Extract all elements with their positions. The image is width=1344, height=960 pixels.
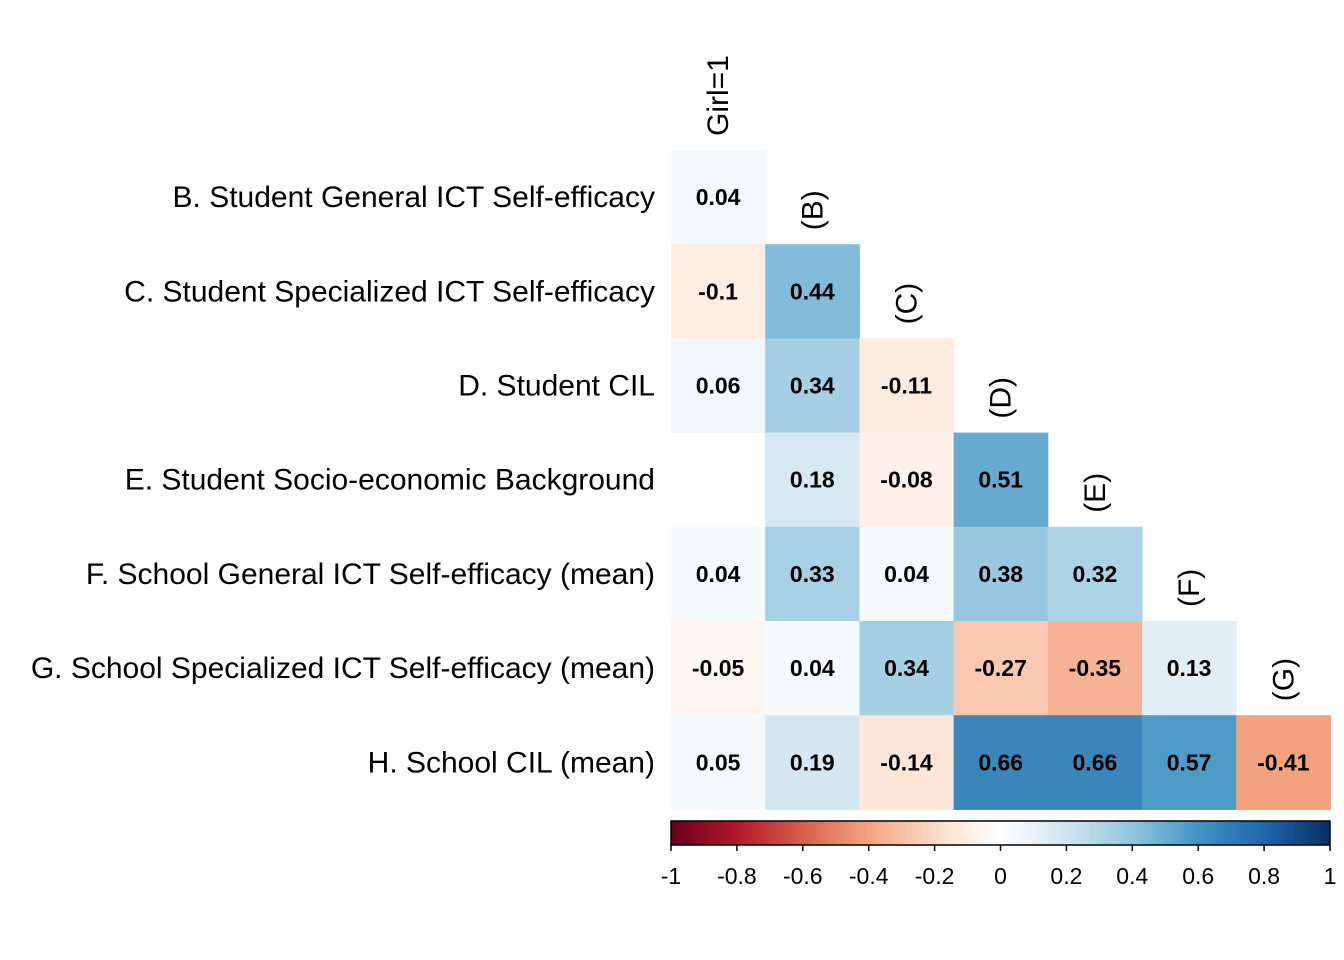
heatmap-cell: [671, 715, 766, 810]
heatmap-cell: [1047, 526, 1143, 622]
column-label: (D): [985, 377, 1018, 419]
row-label: H. School CIL (mean): [368, 746, 655, 779]
cell-value-label: 0.13: [1167, 655, 1212, 681]
row-labels: B. Student General ICT Self-efficacy C. S…: [31, 181, 655, 779]
cell-value-label: 0.34: [884, 655, 929, 681]
column-label: (F): [1173, 569, 1206, 607]
cell-value-label: -0.1: [698, 278, 738, 304]
cell-value-label: 0.06: [696, 373, 741, 399]
heatmap-cell: [859, 526, 955, 622]
cell-value-label: 0.66: [978, 749, 1023, 775]
row-label: F. School General ICT Self-efficacy (mea…: [86, 558, 655, 591]
cell-value-label: 0.32: [1073, 561, 1118, 587]
heatmap-cell: [671, 338, 766, 434]
heatmap-cell: [671, 621, 766, 716]
colorbar-tick-label: -0.4: [849, 863, 889, 889]
cell-value-label: 0.38: [978, 561, 1023, 587]
column-label: (B): [796, 190, 829, 230]
cell-value-label: 0.04: [696, 561, 741, 587]
cell-value-label: 0.04: [696, 184, 741, 210]
row-label: B. Student General ICT Self-efficacy: [173, 181, 655, 214]
heatmap-cell: [765, 432, 860, 528]
cell-value-labels: 0.04 -0.1 0.44 0.06 0.34 -0.11 0.18 -0.08 0.51 0.…: [692, 184, 1310, 775]
heatmap-cell: [1142, 715, 1237, 810]
heatmap-cell: [859, 715, 955, 810]
cell-value-label: 0.51: [978, 467, 1023, 493]
heatmap-cell: [765, 244, 860, 339]
colorbar-tick-label: 0: [994, 863, 1007, 889]
cell-value-label: 0.18: [790, 467, 835, 493]
heatmap-cell: [859, 338, 955, 434]
cell-value-label: -0.35: [1069, 655, 1122, 681]
colorbar-tick-label: 0.8: [1248, 863, 1280, 889]
heatmap-cell: [953, 432, 1049, 528]
colorbar-tick-label: -0.2: [915, 863, 955, 889]
cell-value-label: 0.57: [1167, 749, 1212, 775]
column-label: (E): [1079, 473, 1112, 513]
colorbar-tick-label: 1: [1324, 863, 1337, 889]
heatmap-cell: [765, 526, 860, 622]
heatmap-cell: [1236, 715, 1331, 810]
column-label: Girl=1: [702, 55, 735, 136]
colorbar-tick-label: 0.4: [1116, 863, 1148, 889]
row-label: D. Student CIL: [458, 370, 655, 403]
row-label: C. Student Specialized ICT Self-efficacy: [124, 275, 655, 308]
heatmap-cell: [765, 338, 860, 434]
heatmap-cell: [1142, 621, 1237, 716]
cell-value-label: -0.05: [692, 655, 745, 681]
heatmap-cell: [859, 621, 955, 716]
cell-value-label: -0.08: [880, 467, 933, 493]
cell-value-label: -0.41: [1257, 749, 1310, 775]
row-label: E. Student Socio-economic Background: [125, 464, 655, 497]
heatmap-cell: [953, 621, 1049, 716]
cell-value-label: 0.04: [884, 561, 929, 587]
column-label: (G): [1267, 658, 1300, 701]
column-labels: Girl=1 (B) (C) (D) (E) (F) (G): [702, 55, 1300, 701]
colorbar-tick-label: -1: [661, 863, 681, 889]
cell-value-label: 0.05: [696, 749, 741, 775]
cell-value-label: 0.66: [1073, 749, 1118, 775]
colorbar-bar: [670, 820, 1331, 846]
heatmap-cell: [765, 621, 860, 716]
cell-value-label: 0.04: [790, 655, 835, 681]
heatmap-cell: [671, 150, 766, 245]
heatmap-cell: [1047, 715, 1143, 810]
column-label: (C): [891, 283, 924, 325]
colorbar: -1 -0.8 -0.6 -0.4 -0.2 0 0.2 0.4 0.6 0.8 1: [661, 820, 1337, 889]
heatmap-cell: [953, 526, 1049, 622]
heatmap-cell: [859, 432, 955, 528]
row-label: G. School Specialized ICT Self-efficacy …: [31, 652, 655, 685]
colorbar-tick-label: -0.8: [717, 863, 757, 889]
cell-value-label: -0.27: [974, 655, 1026, 681]
heatmap-cell: [765, 715, 860, 810]
heatmap-cell: [671, 244, 766, 339]
cell-value-label: 0.19: [790, 749, 835, 775]
colorbar-tick-label: 0.2: [1050, 863, 1082, 889]
cell-value-label: 0.34: [790, 373, 835, 399]
heatmap-cell: [1047, 621, 1143, 716]
heatmap-cells: [671, 150, 1331, 810]
cell-value-label: 0.44: [790, 278, 835, 304]
heatmap-cell: [671, 526, 766, 622]
cell-value-label: -0.11: [881, 373, 932, 399]
cell-value-label: -0.14: [880, 749, 933, 775]
cell-value-label: 0.33: [790, 561, 835, 587]
heatmap-cell: [953, 715, 1049, 810]
colorbar-tick-label: -0.6: [783, 863, 823, 889]
colorbar-tick-label: 0.6: [1182, 863, 1214, 889]
